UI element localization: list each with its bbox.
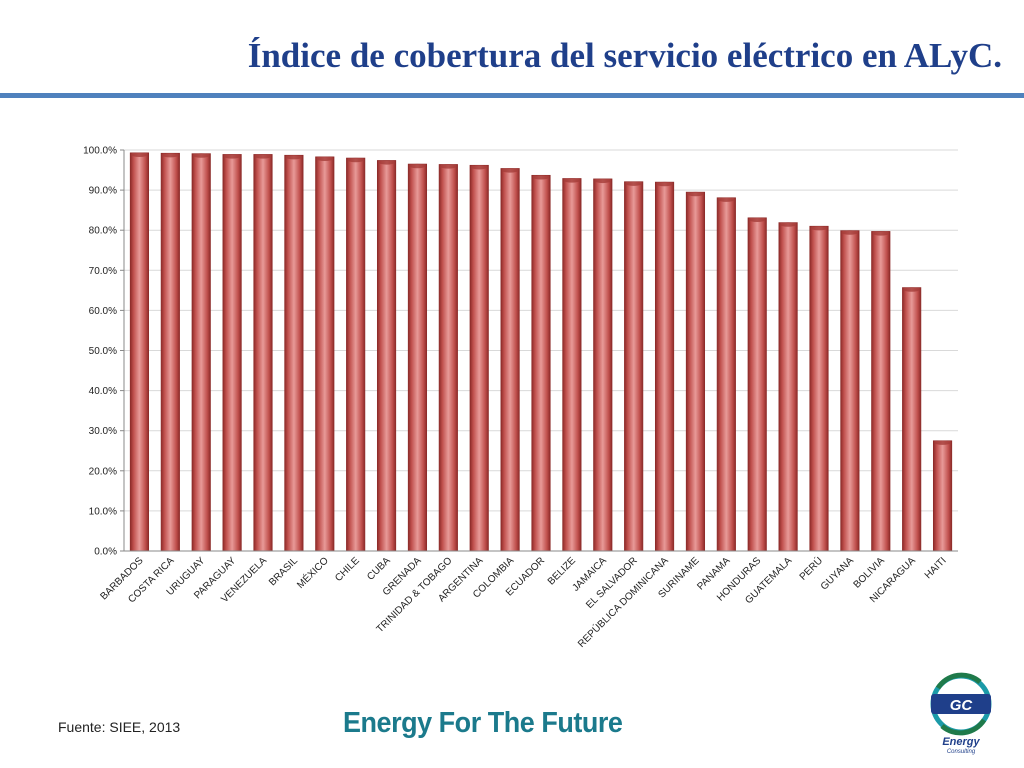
slide-title: Índice de cobertura del servicio eléctri…: [247, 36, 1002, 75]
y-axis: 0.0% 10.0% 20.0% 30.0% 40.0% 50.0% 60.0% 70.0% 8…: [83, 146, 125, 558]
bar: [407, 163, 428, 552]
bar-cap: [223, 154, 241, 159]
bar: [129, 152, 150, 552]
bar: [376, 160, 397, 552]
bar-chart: 0.0% 10.0% 20.0% 30.0% 40.0% 50.0% 60.0% 70.0% 8…: [83, 146, 958, 650]
bar: [500, 168, 520, 552]
y-tick-label: 50.0%: [89, 346, 117, 357]
bar-cap: [718, 197, 735, 202]
title-divider: [0, 93, 1024, 98]
bar: [624, 181, 644, 552]
bar: [871, 231, 891, 552]
bar-cap: [532, 175, 550, 180]
y-tick-label: 80.0%: [89, 226, 117, 237]
bar: [160, 152, 180, 552]
bar-cap: [131, 152, 148, 158]
bar: [685, 191, 706, 552]
logo-subname: Consulting: [946, 749, 976, 755]
bar-cap: [625, 181, 642, 186]
bar-cap: [563, 178, 581, 183]
bar-cap: [409, 163, 426, 169]
bar-cap: [316, 156, 334, 162]
y-tick-label: 10.0%: [89, 506, 117, 517]
bar: [809, 225, 829, 552]
bar-cap: [841, 230, 859, 235]
bar: [191, 153, 211, 552]
bar: [654, 181, 675, 552]
bar: [469, 164, 489, 552]
bar-cap: [347, 157, 364, 163]
gc-energy-logo-icon: GC Energy Consulting: [918, 670, 1004, 762]
y-tick-label: 40.0%: [89, 386, 117, 397]
bar: [438, 164, 458, 552]
bar-cap: [378, 160, 395, 165]
bar: [531, 174, 551, 552]
y-tick-label: 70.0%: [89, 266, 117, 277]
bar-cap: [470, 165, 488, 170]
y-tick-label: 90.0%: [89, 186, 117, 197]
bar: [902, 287, 922, 552]
bar-cap: [254, 154, 272, 159]
x-tick-label: PERÚ: [796, 554, 825, 583]
bar: [222, 154, 242, 552]
logo-mark: GC: [950, 697, 974, 714]
source-note: Fuente: SIEE, 2013: [58, 719, 181, 735]
bar: [253, 154, 273, 552]
bar: [840, 230, 860, 552]
y-tick-label: 60.0%: [89, 306, 117, 317]
bar-cap: [162, 153, 179, 158]
bar-cap: [594, 178, 612, 184]
bar: [315, 156, 335, 552]
x-tick-label: MÉXICO: [294, 554, 331, 591]
tagline: Energy For The Future: [343, 707, 623, 739]
bar: [932, 440, 953, 552]
x-tick-label: HAITI: [923, 555, 949, 581]
bar: [778, 222, 798, 552]
bars: [129, 152, 953, 552]
bar-cap: [440, 164, 457, 169]
bar-cap: [501, 168, 519, 173]
x-tick-label: GUYANA: [819, 555, 856, 592]
bar-cap: [810, 225, 828, 231]
bar: [716, 197, 736, 552]
bar-cap: [934, 440, 951, 445]
logo-emblem: GC: [930, 672, 992, 736]
bar-cap: [687, 191, 704, 197]
bar-cap: [779, 222, 797, 227]
y-tick-label: 30.0%: [89, 426, 117, 437]
bar-cap: [192, 153, 210, 158]
bar-cap: [872, 231, 890, 236]
x-tick-label: CUBA: [365, 555, 393, 583]
bar-cap: [285, 155, 303, 160]
logo-name: Energy: [942, 736, 980, 748]
bar-cap: [656, 181, 673, 187]
y-tick-label: 20.0%: [89, 466, 117, 477]
bar-cap: [748, 217, 766, 222]
x-tick-label: CHILE: [333, 555, 362, 584]
bar: [593, 178, 613, 552]
y-tick-label: 100.0%: [83, 146, 117, 157]
bar: [284, 154, 304, 552]
y-tick-label: 0.0%: [94, 547, 117, 558]
bar: [747, 217, 767, 552]
bar-cap: [903, 287, 920, 292]
bar: [346, 157, 366, 552]
bar: [562, 178, 582, 552]
